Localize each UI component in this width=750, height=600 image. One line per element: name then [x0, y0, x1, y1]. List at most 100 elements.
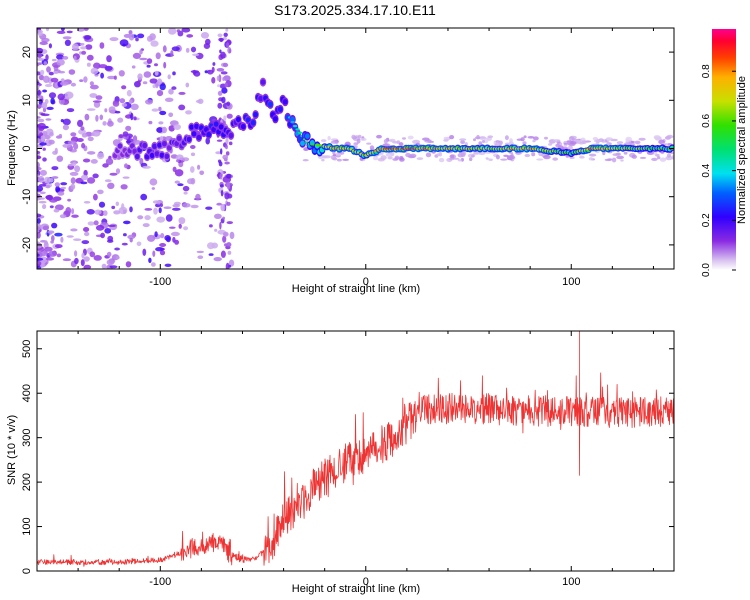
spectrogram-noise-cell [65, 207, 72, 215]
spectrogram-noise-cell [85, 44, 93, 50]
spectrogram-noise-cell [219, 173, 223, 180]
spectrogram-noise-cell [357, 134, 362, 139]
spectrogram-noise-cell [215, 151, 222, 155]
spectrogram-noise-cell [50, 240, 54, 244]
spectrogram-noise-cell [449, 157, 455, 161]
spectrogram-noise-cell [67, 198, 71, 202]
spectrogram-noise-cell [107, 182, 115, 189]
spectrogram-noise-cell [151, 262, 156, 267]
spectrogram-noise-cell [151, 187, 155, 190]
snr-y-tick-label: 300 [21, 428, 33, 446]
spectrogram-noise-cell [569, 141, 577, 145]
snr-x-tick-label: 0 [363, 576, 369, 588]
spectrogram-noise-cell [154, 63, 158, 67]
spectrogram-noise-cell [552, 139, 561, 142]
spectrogram-noise-cell [221, 96, 226, 104]
spectrogram-noise-cell [522, 141, 527, 145]
spectrogram-noise-cell [149, 178, 158, 186]
spectrogram-noise-cell [623, 151, 628, 155]
spectrogram-noise-cell [159, 83, 166, 91]
spectrogram-ridge-cell [191, 131, 197, 137]
spectrogram-noise-cell [37, 253, 40, 257]
spectrogram-noise-cell [130, 112, 134, 121]
spectrogram-ridge-cell [245, 117, 251, 123]
spectrogram-noise-cell [40, 135, 46, 142]
spectrogram-noise-cell [77, 119, 84, 127]
spectrogram-noise-cell [93, 62, 101, 70]
spectrogram-noise-cell [54, 82, 59, 89]
spectrogram-noise-cell [114, 247, 120, 251]
spectrogram-noise-cell [83, 76, 88, 83]
spectrogram-noise-cell [106, 259, 115, 266]
spectrogram-noise-cell [228, 141, 233, 146]
spectrogram-noise-cell [209, 224, 213, 228]
spectrogram-noise-cell [320, 139, 327, 143]
spectrogram-ridge-cell [142, 142, 148, 149]
spectrogram-noise-cell [100, 72, 104, 79]
spectrogram-noise-cell [50, 97, 55, 105]
spectrogram-noise-cell [70, 132, 77, 137]
spectrogram-noise-cell [37, 52, 42, 59]
spectrogram-noise-cell [83, 256, 90, 262]
spectrogram-noise-cell [58, 70, 66, 74]
spectrogram-noise-cell [168, 88, 174, 95]
spectrogram-noise-cell [70, 177, 76, 185]
spectrogram-noise-cell [332, 154, 337, 157]
spectrogram-noise-cell [478, 141, 483, 145]
spectrogram-noise-cell [142, 248, 147, 256]
spectrogram-noise-cell [154, 70, 159, 76]
spectrogram-noise-cell [104, 108, 108, 113]
spectrogram-noise-cell [37, 122, 46, 129]
spectrogram-noise-cell [107, 120, 114, 127]
spectrogram-noise-cell [163, 61, 167, 69]
spectrogram-noise-cell [37, 231, 41, 239]
spectrogram-noise-cell [91, 130, 101, 137]
spectrogram-noise-cell [170, 50, 174, 57]
spectrogram-ridge-cell [159, 152, 165, 158]
spectrogram-noise-cell [62, 56, 69, 60]
spectrogram-noise-cell [653, 135, 661, 140]
snr-y-ticks: 0 100 200 300 400 500 [21, 340, 674, 574]
spectrogram-ridge-cell [290, 120, 295, 124]
spectrogram-noise-cell [42, 147, 46, 151]
spectrogram-noise-cell [495, 154, 500, 160]
colorbar-tick-label: 0.4 [701, 163, 712, 177]
spectrogram-ridge-cell [211, 126, 217, 133]
spectrogram-noise-cell [476, 134, 480, 140]
spectrogram-noise-cell [229, 231, 235, 240]
spectrogram-noise-cell [37, 155, 42, 159]
spectrogram-noise-cell [376, 134, 382, 139]
spectrogram-ridge-cell [277, 106, 283, 112]
spectrogram-noise-cell [225, 262, 230, 269]
spectrogram-noise-cell [37, 223, 42, 231]
spectrogram-noise-cell [121, 85, 127, 90]
spectrogram-noise-cell [204, 70, 208, 74]
spectrogram-noise-cell [47, 230, 55, 234]
spectrogram-noise-cell [125, 261, 132, 268]
spectrogram-noise-cell [524, 153, 531, 158]
spectrogram-noise-cell [76, 138, 84, 142]
spectrogram-noise-cell [163, 206, 172, 209]
spectrogram-noise-cell [168, 125, 175, 132]
spectrogram-noise-cell [190, 152, 196, 157]
spectrogram-x-tick-label: -100 [149, 276, 171, 288]
spectrogram-noise-cell [146, 58, 153, 64]
spectrogram-noise-cell [51, 235, 55, 242]
spectrogram-noise-cell [87, 221, 95, 226]
spectrogram-noise-cell [81, 133, 88, 138]
spectrogram-noise-cell [73, 142, 79, 150]
spectrogram-noise-cell [118, 134, 124, 139]
spectrogram-noise-cell [95, 224, 105, 231]
spectrogram-noise-cell [172, 207, 181, 211]
spectrogram-y-tick-label: -20 [21, 237, 33, 253]
spectrogram-ridge-cell [166, 145, 172, 151]
spectrogram-noise-cell [174, 180, 180, 184]
spectrogram-noise-cell [606, 137, 610, 142]
spectrogram-noise-cell [330, 140, 338, 144]
spectrogram-ridge-cell [297, 131, 303, 134]
spectrogram-noise-cell [222, 36, 227, 41]
spectrogram-noise-cell [81, 252, 85, 259]
spectrogram-noise-cell [197, 255, 204, 259]
spectrogram-noise-cell [42, 89, 48, 93]
spectrogram-noise-cell [372, 156, 379, 161]
